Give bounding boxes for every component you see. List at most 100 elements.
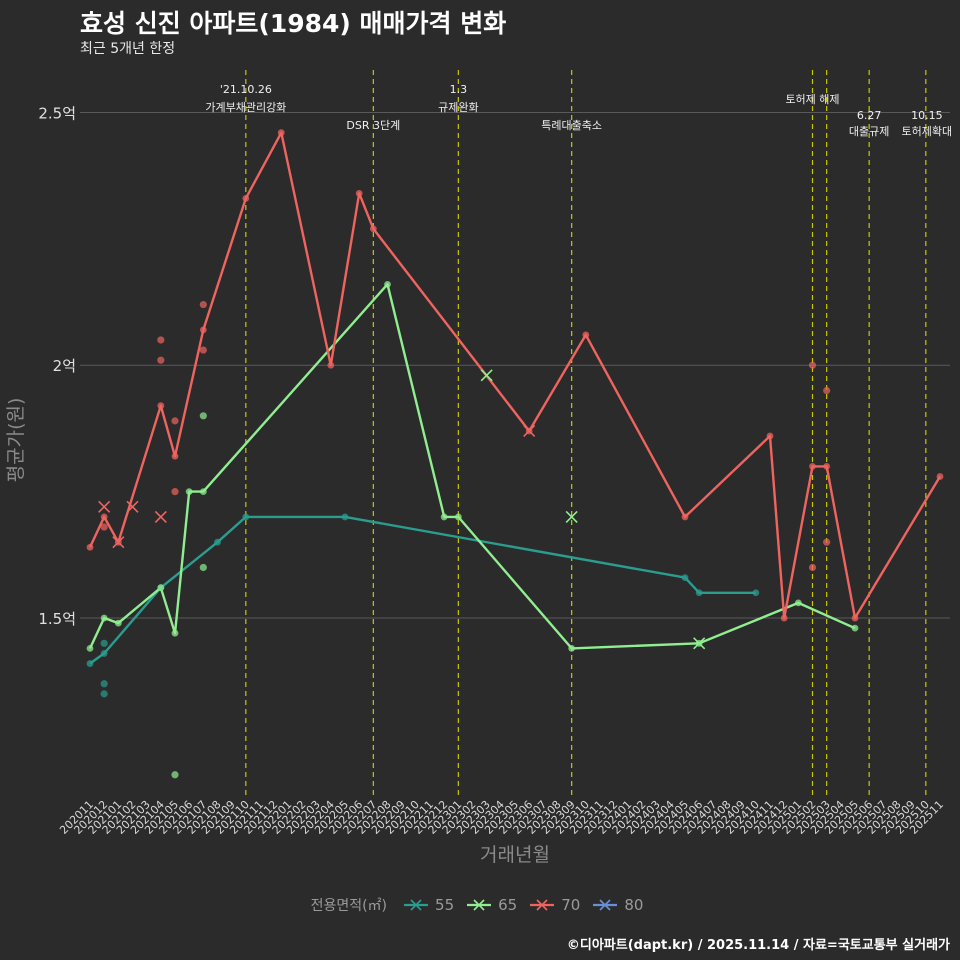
event-date-label: 6.27 <box>857 109 882 122</box>
data-point-65 <box>157 584 165 592</box>
cross-point-65 <box>693 637 706 650</box>
data-point-70 <box>823 538 831 546</box>
data-point-65 <box>199 412 207 420</box>
data-point-55 <box>100 650 108 657</box>
legend-key-icon <box>530 899 555 911</box>
legend-item-70: 70 <box>529 896 580 914</box>
data-point-55 <box>752 589 760 597</box>
data-point-65 <box>199 563 207 572</box>
chart-subtitle: 최근 5개년 한정 <box>80 41 176 57</box>
cross-point-70 <box>154 510 167 523</box>
data-point-55 <box>86 660 94 667</box>
data-point-55 <box>681 574 689 581</box>
cross-point-70 <box>112 536 125 549</box>
legend: 전용면적(㎡) 55 65 70 80 <box>0 895 960 915</box>
data-point-70 <box>242 194 250 202</box>
data-point-65 <box>384 280 391 288</box>
data-point-70 <box>100 513 108 521</box>
data-point-70 <box>171 488 179 496</box>
data-point-65 <box>440 513 448 521</box>
event-label: 가계부채관리강화 <box>205 101 286 114</box>
event-label: 토허제확대 <box>902 125 953 138</box>
event-date-label: 1.3 <box>450 83 468 96</box>
source-caption: ©디아파트(dapt.kr) / 2025.11.14 / 자료=국토교통부 실… <box>566 938 950 953</box>
data-point-55 <box>242 513 250 521</box>
x-axis-label: 거래년월 <box>480 844 550 866</box>
data-point-55 <box>100 639 108 647</box>
legend-item-80: 80 <box>592 896 643 914</box>
series-line-65 <box>88 283 856 650</box>
data-point-70 <box>808 361 817 369</box>
data-point-65 <box>794 599 802 607</box>
grid-layer <box>80 111 950 619</box>
data-point-55 <box>100 690 108 698</box>
event-label: 대출규제 <box>849 125 889 138</box>
data-point-65 <box>114 619 122 627</box>
y-tick-label: 2억 <box>53 357 76 375</box>
event-label: 특례대출축소 <box>541 119 602 132</box>
y-tick-label: 1.5억 <box>38 610 76 628</box>
event-label: 토허제 해제 <box>785 92 839 106</box>
event-label: 규제완화 <box>438 101 478 114</box>
data-point-70 <box>809 462 816 470</box>
data-point-70 <box>86 543 94 551</box>
data-point-70 <box>171 417 179 425</box>
series-line-55 <box>89 515 756 665</box>
data-point-70 <box>199 300 207 309</box>
chart-title: 효성 신진 아파트(1984) 매매가격 변화 <box>80 9 507 38</box>
legend-title: 전용면적(㎡) <box>310 898 388 914</box>
point-layer <box>86 129 944 779</box>
event-date-label: 10.15 <box>911 109 943 122</box>
data-point-70 <box>199 326 207 334</box>
data-point-70 <box>851 614 859 622</box>
data-point-70 <box>369 225 377 233</box>
legend-label: 65 <box>498 896 518 914</box>
data-point-70 <box>681 513 689 521</box>
data-point-55 <box>100 680 108 688</box>
cross-point-70 <box>126 500 139 513</box>
data-point-70 <box>355 189 363 197</box>
series-line-70 <box>88 131 942 620</box>
y-tick-label: 2.5억 <box>38 104 76 122</box>
legend-key-icon <box>467 899 492 911</box>
legend-item-65: 65 <box>466 896 517 914</box>
data-point-65 <box>171 771 179 779</box>
data-point-70 <box>199 346 207 354</box>
data-point-70 <box>277 129 285 137</box>
data-point-55 <box>341 513 349 521</box>
data-point-70 <box>157 402 165 410</box>
legend-key-icon <box>593 899 618 911</box>
data-point-65 <box>86 644 94 652</box>
data-point-65 <box>171 629 179 637</box>
legend-item-55: 55 <box>403 896 454 914</box>
cross-point-70 <box>523 424 536 438</box>
data-point-70 <box>157 336 165 344</box>
y-axis: 1.5억 2억 2.5억 <box>38 104 76 628</box>
y-axis-label: 평균가(원) <box>5 398 27 483</box>
legend-label: 80 <box>624 896 644 914</box>
data-point-65 <box>199 488 207 496</box>
data-point-65 <box>100 614 108 622</box>
data-point-65 <box>185 488 193 496</box>
data-point-70 <box>823 386 831 395</box>
data-point-70 <box>936 473 944 480</box>
data-point-55 <box>214 538 221 546</box>
cross-point-70 <box>98 500 111 513</box>
event-label: DSR 3단계 <box>346 119 400 132</box>
data-point-70 <box>100 523 108 531</box>
legend-key-icon <box>404 899 429 911</box>
cross-point-65 <box>565 510 578 523</box>
data-point-70 <box>808 563 817 572</box>
data-point-70 <box>157 356 165 364</box>
data-point-70 <box>171 452 179 460</box>
data-point-65 <box>851 624 859 632</box>
data-point-70 <box>823 462 831 470</box>
data-point-70 <box>582 331 590 339</box>
data-point-65 <box>454 513 462 521</box>
legend-label: 55 <box>435 896 455 914</box>
legend-label: 70 <box>561 896 581 914</box>
event-date-label: '21.10.26 <box>220 83 272 96</box>
data-point-65 <box>568 644 576 652</box>
